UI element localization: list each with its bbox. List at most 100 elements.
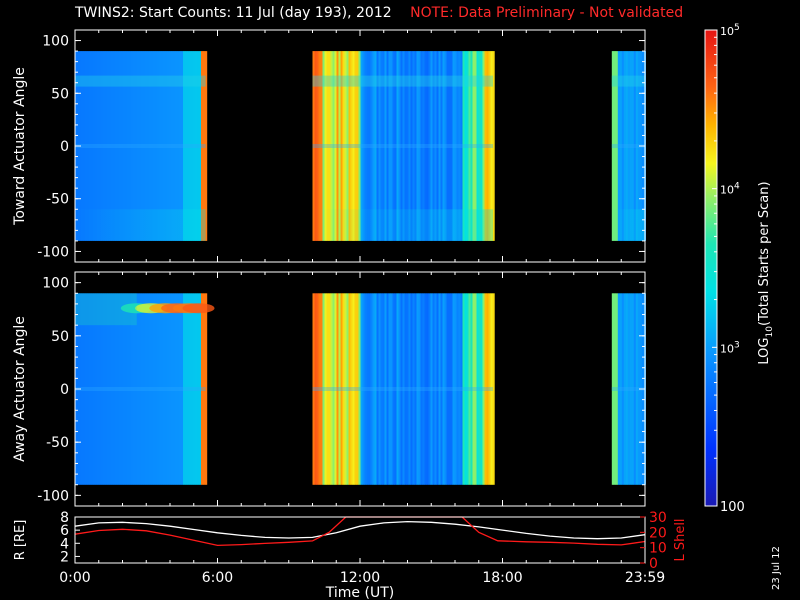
heatmap-cell <box>446 51 449 241</box>
heatmap-cell <box>342 293 345 485</box>
heatmap-cell <box>81 51 84 241</box>
heatmap-cell <box>340 51 343 241</box>
heatmap-cell <box>482 293 485 485</box>
heatmap-cell <box>366 293 369 485</box>
heatmap-cell <box>312 75 493 87</box>
ytick-label: -50 <box>46 435 69 451</box>
heatmap-cell <box>111 293 114 485</box>
heatmap-cell <box>430 293 433 485</box>
heatmap-cell <box>75 293 137 326</box>
y-axis-title: Away Actuator Angle <box>12 316 28 462</box>
xtick-label: 0:00 <box>59 570 90 586</box>
left-ytick-label: 2 <box>60 549 69 565</box>
heatmap-cell <box>147 51 150 241</box>
heatmap-cell <box>127 51 130 241</box>
heatmap-cell <box>312 144 493 148</box>
right-axis-title: L Shell <box>673 518 688 561</box>
heatmap-cell <box>314 51 317 241</box>
heatmap-cell <box>432 51 435 241</box>
heatmap-cell <box>89 293 92 485</box>
ytick-label: 100 <box>42 34 69 50</box>
heatmap-cell <box>348 51 351 241</box>
heatmap-cell <box>360 51 363 241</box>
colorbar-tick-label: 104 <box>720 182 740 197</box>
heatmap-cell <box>137 51 140 241</box>
x-axis-title: Time (UT) <box>325 585 394 600</box>
heatmap-cell <box>91 293 94 485</box>
heatmap-cell <box>446 293 449 485</box>
heatmap-cell <box>611 387 646 391</box>
heatmap-cell <box>145 293 148 485</box>
page-title: TWINS2: Start Counts: 11 Jul (day 193), … <box>75 5 683 21</box>
heatmap-cell <box>338 51 341 241</box>
heatmap-cell <box>330 51 333 241</box>
right-ytick-label: 20 <box>649 525 667 541</box>
heatmap-cell <box>368 293 371 485</box>
heatmap-cell <box>474 51 477 241</box>
heatmap-cell <box>464 51 467 241</box>
heatmap-cell <box>470 51 473 241</box>
xtick-label: 23:59 <box>625 570 665 586</box>
heatmap-cell <box>390 293 393 485</box>
heatmap-cell <box>617 293 620 485</box>
heatmap-cell <box>121 51 124 241</box>
heatmap-cell <box>107 293 110 485</box>
heatmap-cell <box>205 293 208 485</box>
heatmap-cell <box>197 51 200 241</box>
heatmap-cell <box>704 29 718 507</box>
heatmap-cell <box>201 51 204 241</box>
heatmap-cell <box>157 293 160 485</box>
heatmap-cell <box>133 51 136 241</box>
heatmap-cell <box>613 293 616 485</box>
heatmap-cell <box>380 293 383 485</box>
heatmap-cell <box>113 51 116 241</box>
heatmap-cell <box>119 293 122 485</box>
heatmap-cell <box>635 51 638 241</box>
heatmap-cell <box>175 51 178 241</box>
heatmap-cell <box>328 51 331 241</box>
heatmap-cell <box>199 293 202 485</box>
heatmap-cell <box>420 293 423 485</box>
heatmap-cell <box>436 51 439 241</box>
heatmap-cell <box>312 51 315 241</box>
heatmap-cell <box>382 293 385 485</box>
heatmap-cell <box>402 51 405 241</box>
heatmap-cell <box>161 293 164 485</box>
heatmap-cell <box>141 51 144 241</box>
heatmap-cell <box>332 51 335 241</box>
heatmap-cell <box>75 209 206 241</box>
heatmap-cell <box>171 51 174 241</box>
heatmap-cell <box>434 51 437 241</box>
ytick-label: -100 <box>37 488 69 504</box>
heatmap-cell <box>203 293 206 485</box>
colorbar-tick-label: 100 <box>720 500 745 515</box>
heatmap-cell <box>179 51 182 241</box>
heatmap-cell <box>203 51 206 241</box>
heatmap-cell <box>125 51 128 241</box>
heatmap-cell <box>422 293 425 485</box>
heatmap-cell <box>143 293 146 485</box>
heatmap-cell <box>637 293 640 485</box>
heatmap-cell <box>191 51 194 241</box>
heatmap-cell <box>189 293 192 485</box>
heatmap-cell <box>490 51 493 241</box>
heatmap-cell <box>486 51 489 241</box>
heatmap-cell <box>185 51 188 241</box>
heatmap-cell <box>374 51 377 241</box>
heatmap-cell <box>139 51 142 241</box>
heatmap-cell <box>346 293 349 485</box>
heatmap-cell <box>74 29 646 263</box>
heatmap-cell <box>478 51 481 241</box>
ytick-label: 50 <box>51 86 69 102</box>
heatmap-cell <box>416 293 419 485</box>
heatmap-cell <box>416 51 419 241</box>
heatmap-cell <box>460 293 463 485</box>
heatmap-cell <box>131 51 134 241</box>
heatmap-cell <box>623 293 626 485</box>
heatmap-cell <box>187 293 190 485</box>
heatmap-cell <box>99 51 102 241</box>
heatmap-cell <box>350 293 353 485</box>
heatmap-cell <box>199 51 202 241</box>
heatmap-cell <box>625 51 628 241</box>
